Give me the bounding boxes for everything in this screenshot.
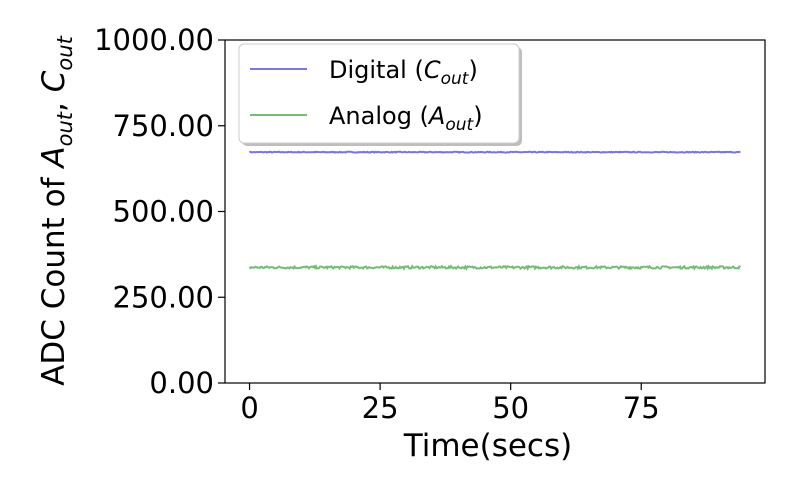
x-tick-label: 75 [623,391,660,425]
legend-analog-prefix: Analog ( [329,102,429,130]
legend-digital-sub: out [441,69,470,89]
legend: Digital (Cout) Analog (Aout) [238,43,522,146]
y-axis-ticks: 0.00 250.00 500.00 750.00 1000.00 [94,23,225,400]
series-layer [248,150,741,271]
y-axis-label: ADC Count of Aout, Cout [36,35,77,385]
y-tick-label: 1000.00 [94,23,214,57]
legend-digital-prefix: Digital ( [329,56,424,84]
legend-analog-var: A [427,102,445,130]
y-axis-label-prefix: ADC Count of [36,168,72,386]
legend-digital-suffix: ) [468,56,477,84]
y-tick-label: 250.00 [113,280,214,314]
y-axis-label-c-var: C [36,70,72,92]
series-line-digital [248,150,741,154]
x-tick-label: 25 [362,391,399,425]
legend-box [238,43,520,144]
y-tick-label: 500.00 [113,195,214,229]
y-axis-label-sep: , [36,92,72,112]
series-line-analog [248,264,741,271]
x-axis-ticks: 0 25 50 75 [240,383,660,425]
y-tick-label: 0.00 [149,366,214,400]
x-axis-label: Time(secs) [403,428,572,464]
x-tick-label: 0 [240,391,258,425]
y-axis-label-a-var: A [36,146,72,169]
legend-label-digital: Digital (Cout) [329,56,478,89]
x-tick-label: 50 [492,391,529,425]
legend-label-analog: Analog (Aout) [329,102,483,135]
legend-digital-var: C [424,56,441,84]
y-axis-label-a-sub: out [53,111,77,146]
y-tick-label: 750.00 [113,109,214,143]
y-axis-label-c-sub: out [53,35,77,70]
legend-analog-suffix: ) [473,102,482,130]
legend-analog-sub: out [445,115,474,135]
